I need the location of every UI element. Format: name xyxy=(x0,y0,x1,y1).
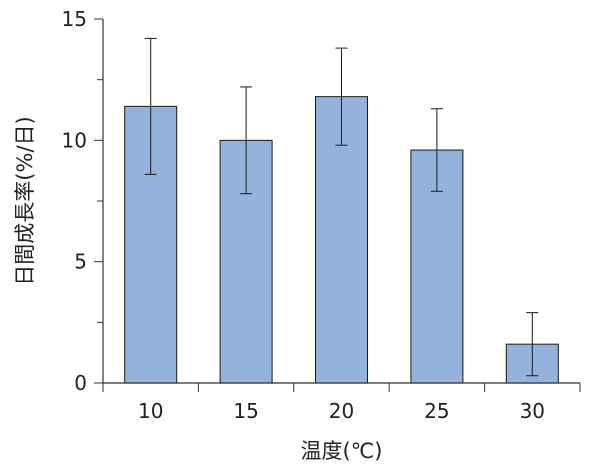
x-tick-label: 25 xyxy=(424,399,449,423)
x-axis-ticks: 10 15 20 25 30 xyxy=(102,383,581,423)
bars xyxy=(124,96,559,384)
y-tick-label: 15 xyxy=(62,7,87,31)
y-tick-label: 10 xyxy=(62,128,87,152)
y-axis-label: 日間成長率(%/日) xyxy=(13,116,37,285)
y-axis-ticks: 0 5 10 15 xyxy=(62,7,103,395)
y-tick-label: 5 xyxy=(74,250,87,274)
x-tick-label: 10 xyxy=(138,399,163,423)
error-bars xyxy=(144,37,539,377)
x-tick-label: 15 xyxy=(233,399,258,423)
x-axis-label: 温度(℃) xyxy=(301,439,383,463)
x-tick-label: 30 xyxy=(520,399,545,423)
y-tick-label: 0 xyxy=(74,371,87,395)
x-tick-label: 20 xyxy=(329,399,354,423)
